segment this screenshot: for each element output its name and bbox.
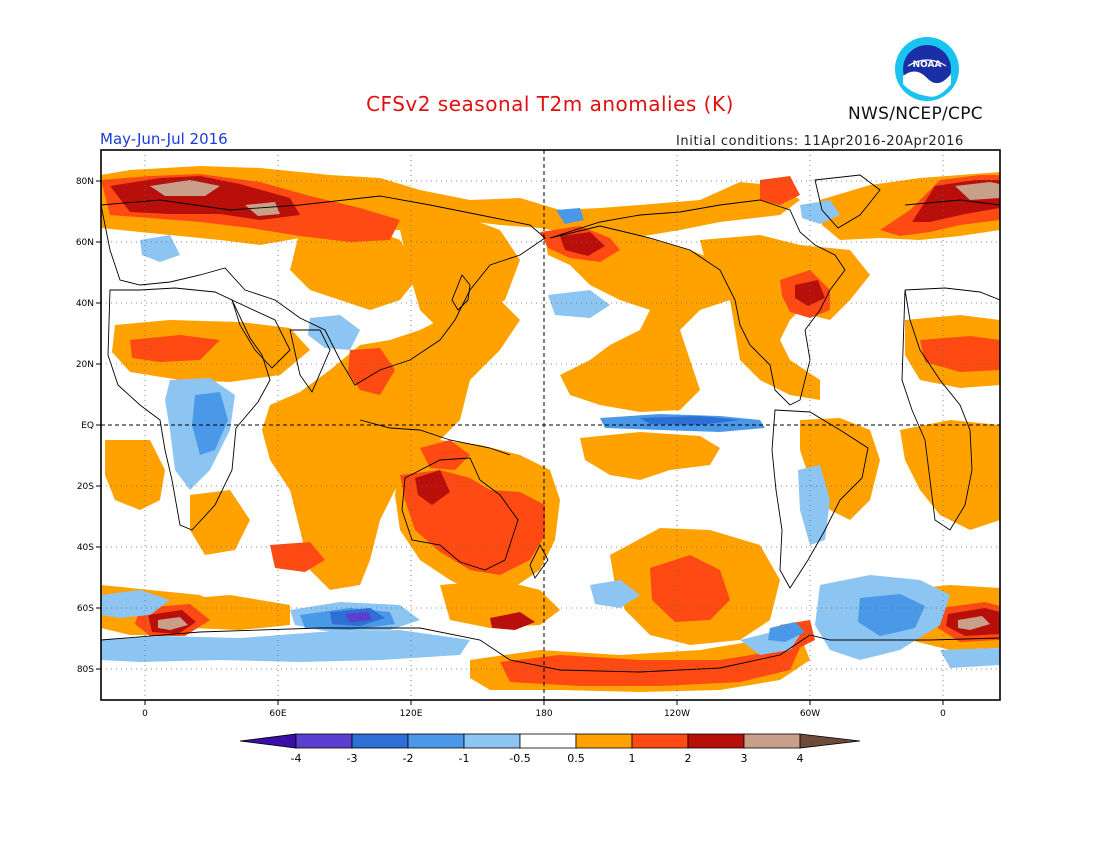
colorbar-label: -4 — [291, 752, 302, 765]
colorbar-segment — [799, 733, 861, 749]
colorbar-label: 1 — [629, 752, 636, 765]
lon-label: 60E — [269, 709, 286, 719]
colorbar-label: -3 — [347, 752, 358, 765]
lat-label: 20S — [77, 482, 94, 492]
lat-label: 40S — [77, 543, 94, 553]
colorbar-segment — [239, 733, 297, 749]
colorbar-label: -2 — [403, 752, 414, 765]
coastlines — [101, 174, 1000, 673]
lon-label: 60W — [800, 709, 820, 719]
lat-label: EQ — [81, 421, 94, 431]
colorbar — [239, 733, 861, 749]
agency-label: NWS/NCEP/CPC — [848, 104, 983, 124]
lat-label: 40N — [76, 299, 94, 309]
equator-and-dateline — [101, 150, 1000, 700]
lon-label: 180 — [535, 709, 552, 719]
noaa-logo-icon: NOAA — [895, 37, 959, 101]
colorbar-segment — [463, 733, 521, 749]
colorbar-label: -0.5 — [509, 752, 530, 765]
lat-label: 20N — [76, 360, 94, 370]
logo-text: NOAA — [913, 60, 942, 70]
longitude-labels: 0 60E 120E 180 120W 60W 0 — [142, 709, 946, 719]
lon-label: 0 — [940, 709, 946, 719]
lat-label: 80S — [77, 665, 94, 675]
chart-title: CFSv2 seasonal T2m anomalies (K) — [366, 92, 734, 116]
lat-label: 60N — [76, 238, 94, 248]
lat-label: 80N — [76, 177, 94, 187]
latitude-labels: 80N 60N 40N 20N EQ 20S 40S 60S 80S — [76, 177, 94, 675]
latitude-ticks — [96, 180, 944, 705]
colorbar-labels: -4 -3 -2 -1 -0.5 0.5 1 2 3 4 — [291, 752, 804, 765]
colorbar-segment — [575, 733, 633, 749]
colorbar-segment — [295, 733, 353, 749]
anomaly-field — [101, 150, 1000, 700]
colorbar-segment — [407, 733, 465, 749]
colorbar-label: 2 — [685, 752, 692, 765]
lat-label: 60S — [77, 604, 94, 614]
warm-anomaly-extreme — [150, 180, 1000, 630]
lon-label: 120E — [400, 709, 423, 719]
colorbar-label: 4 — [797, 752, 804, 765]
colorbar-label: 3 — [741, 752, 748, 765]
season-label: May-Jun-Jul 2016 — [100, 130, 228, 148]
colorbar-segment — [519, 733, 577, 749]
colorbar-segment — [687, 733, 745, 749]
initial-conditions-label: Initial conditions: 11Apr2016-20Apr2016 — [676, 134, 964, 149]
lon-label: 0 — [142, 709, 148, 719]
cool-anomaly-extreme — [345, 612, 372, 622]
lon-label: 120W — [664, 709, 690, 719]
colorbar-segment — [743, 733, 801, 749]
colorbar-segment — [351, 733, 409, 749]
colorbar-segment — [631, 733, 689, 749]
colorbar-label: 0.5 — [567, 752, 585, 765]
colorbar-label: -1 — [459, 752, 470, 765]
